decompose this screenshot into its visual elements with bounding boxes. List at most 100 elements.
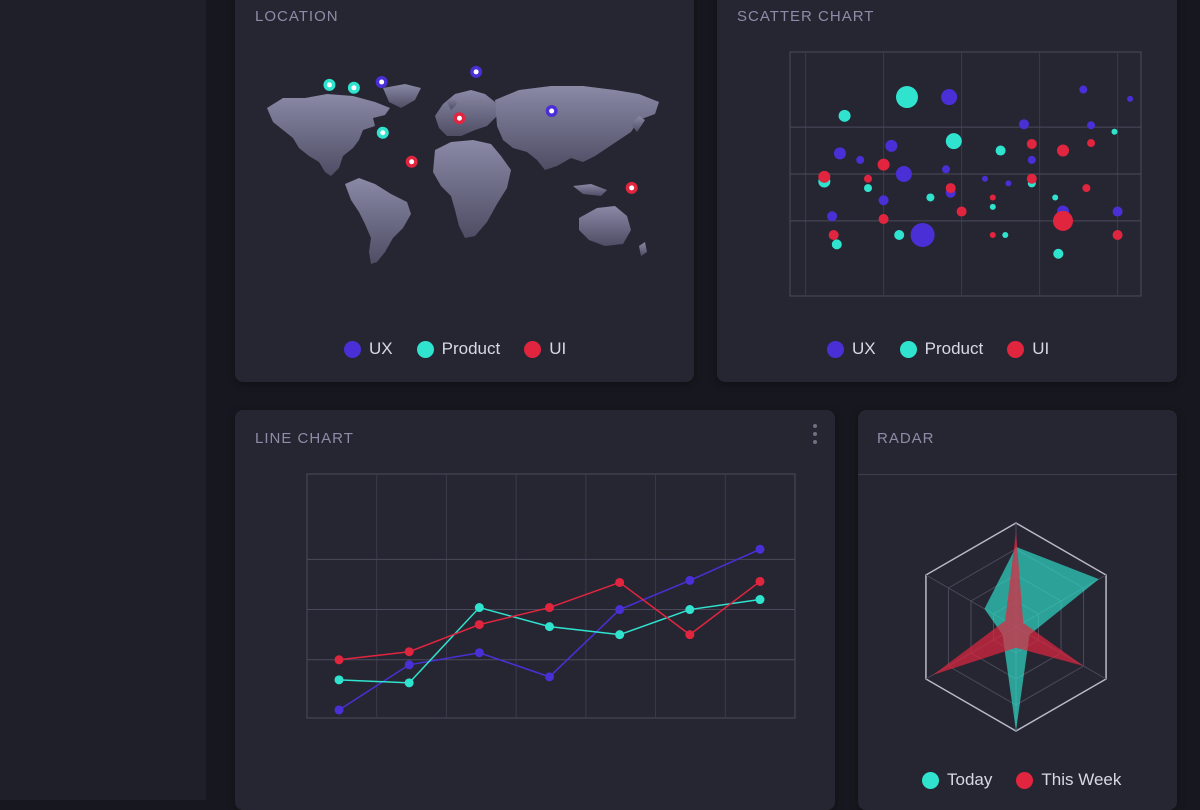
scatter-point-product [864,184,872,193]
indonesia-shape [573,184,607,196]
legend-item-today: Today [922,770,992,790]
scatter-point-ui [877,158,890,171]
line-card: LINE CHART [235,410,835,810]
series-point-product [755,595,765,605]
scatter-point-product [995,145,1006,156]
map-pin-product [376,126,389,139]
legend-label: UX [852,339,876,358]
japan-shape [631,116,645,132]
series-point-ui [334,655,344,665]
scatter-point-ux [1027,155,1036,164]
series-point-ui [545,603,554,613]
sidebar [0,0,206,800]
scatter-point-ux [1079,85,1088,94]
europe-shape [435,90,497,136]
scatter-card: SCATTER CHART UX Product UI [717,0,1177,382]
scatter-point-ui [864,174,872,183]
location-legend: UX Product UI [344,339,566,359]
series-point-product [474,603,484,613]
line-chart [306,473,796,719]
this-week-color-dot [1016,771,1034,789]
product-color-dot [416,340,434,358]
scatter-point-product [1002,232,1009,238]
series-point-product [685,605,695,615]
australia-shape [579,206,631,246]
scatter-point-ui [1082,184,1091,193]
scatter-point-ui [989,232,996,238]
ux-color-dot [827,340,844,358]
scatter-point-product [896,86,918,109]
series-point-ux [685,575,695,585]
asia-shape [495,86,659,170]
scatter-point-ui [1026,138,1037,149]
scatter-point-ux [1087,121,1096,130]
legend-label: UI [1032,339,1050,358]
pin-center [379,79,385,85]
legend-label: This Week [1041,770,1122,789]
legend-item-ux: UX [827,339,876,359]
map-pin-ui [405,155,418,168]
scatter-point-ux [1005,180,1012,187]
series-point-ux [545,672,554,682]
map-pin-ui [625,181,638,194]
map-pin-ux [545,105,558,117]
scatter-legend: UX Product UI [827,339,1049,359]
series-point-ux [404,660,414,670]
scatter-point-ui [1026,173,1037,184]
legend-label: UI [549,339,567,358]
scatter-point-ux [856,155,865,164]
pin-center [473,69,479,75]
ui-color-dot [524,340,542,358]
legend-label: UX [369,339,393,358]
scatter-point-ux [1127,95,1134,102]
scatter-point-ux [982,175,988,182]
more-options-icon[interactable] [813,424,819,444]
legend-item-this-week: This Week [1016,770,1121,790]
ui-color-dot [1007,340,1025,358]
radar-divider [858,474,1177,475]
legend-item-product: Product [899,339,984,359]
scatter-point-product [1111,128,1118,135]
scatter-point-ux [942,165,950,174]
pin-center [629,185,635,191]
legend-item-ui: UI [1007,339,1049,359]
scatter-point-ux [827,211,838,222]
world-map [267,65,659,264]
north-america-shape [267,94,390,176]
africa-shape [433,140,511,238]
scatter-point-product [894,230,905,240]
scatter-point-ux [833,147,846,160]
pin-center [549,108,555,114]
scatter-point-product [831,239,842,250]
legend-item-product: Product [416,339,500,359]
scatter-point-product [838,109,851,122]
series-line-ui [338,580,761,661]
pin-center [409,159,415,165]
scatter-point-ui [818,170,831,183]
new-zealand-shape [639,242,647,256]
radar-card: RADAR Today This Week [858,410,1177,810]
series-point-product [545,622,554,632]
legend-label: Product [924,339,984,358]
pin-center [326,82,332,88]
scatter-point-ui [1053,210,1073,231]
ux-color-dot [344,340,361,358]
pin-center [456,115,462,121]
scatter-point-ui [828,230,839,240]
map-pin-product [323,78,336,91]
scatter-point-ui [1057,144,1069,157]
scatter-point-ux [1112,206,1123,217]
uk-shape [447,96,457,110]
scatter-point-product [926,193,935,202]
scatter-point-ui [956,206,967,217]
map-pin-ux [375,76,388,88]
plot-frame [306,473,796,719]
series-point-ui [755,576,765,586]
series-point-ui [474,620,484,630]
today-color-dot [922,771,939,789]
scatter-point-ui [989,194,996,201]
scatter-title: SCATTER CHART [737,8,875,25]
radar-series-this-week [933,531,1084,675]
legend-item-ui: UI [524,339,566,359]
scatter-point-product [1053,248,1064,259]
